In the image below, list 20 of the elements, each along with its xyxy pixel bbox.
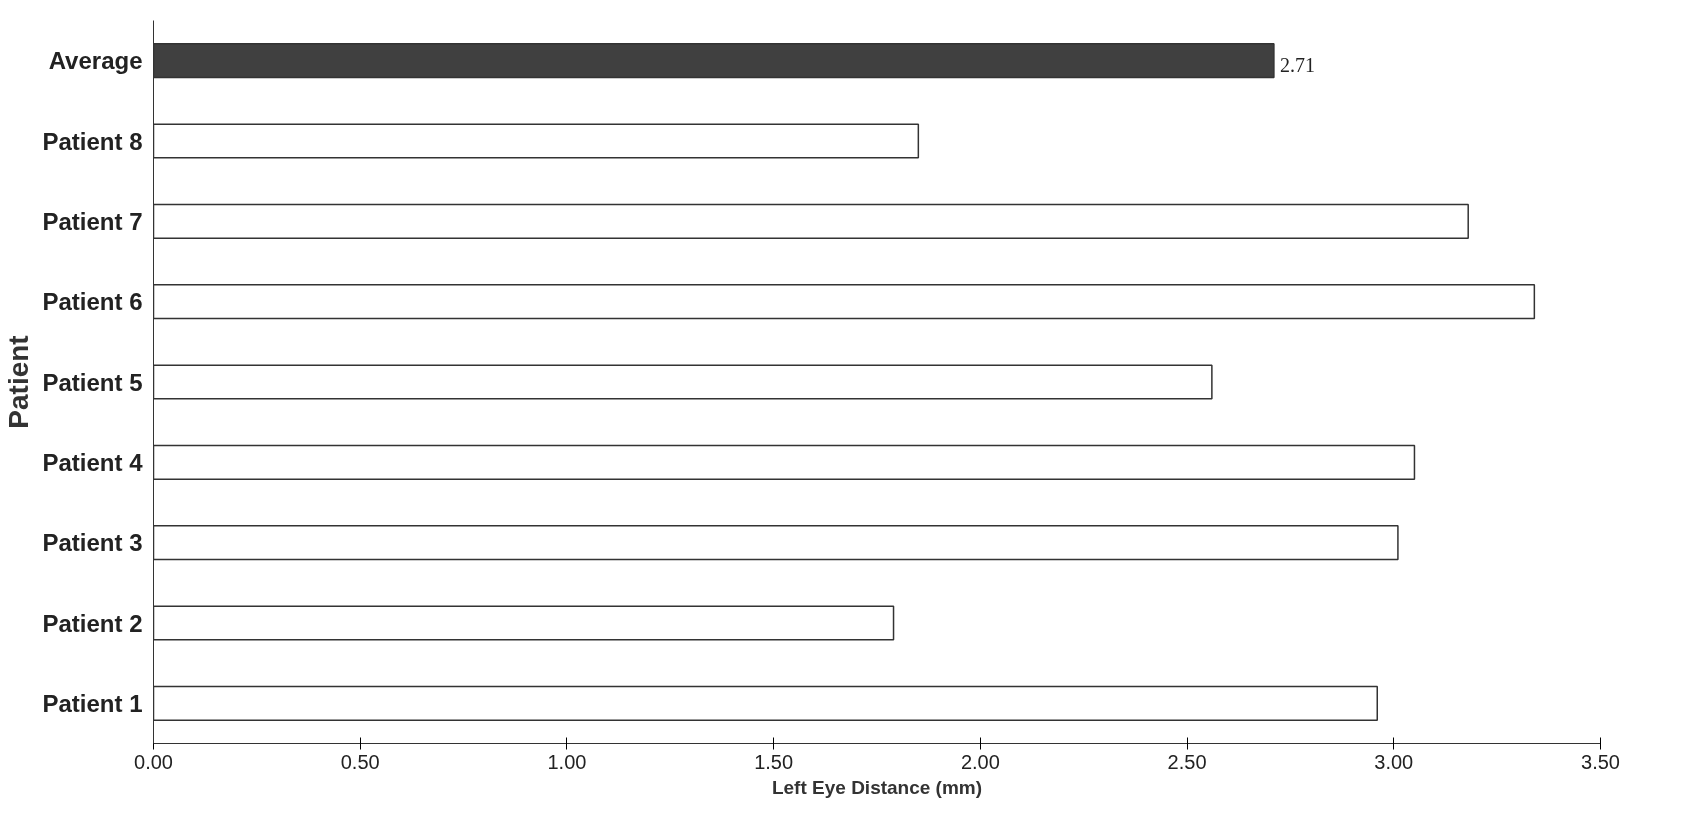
y-tick-label: Average xyxy=(48,47,143,75)
y-tick-label: Patient 5 xyxy=(42,368,143,396)
x-tick-label: 3.00 xyxy=(1374,750,1414,773)
x-tick-label: 0.00 xyxy=(134,750,173,773)
y-tick-label: Patient 3 xyxy=(42,529,143,557)
y-tick-label: Patient 1 xyxy=(42,689,143,717)
y-tick-label: Patient 7 xyxy=(42,207,143,235)
y-tick-label: Patient 6 xyxy=(42,288,143,316)
x-tick-label: 0.50 xyxy=(340,750,380,773)
y-tick-label: Patient 4 xyxy=(42,448,144,476)
x-axis-title: Left Eye Distance (mm) xyxy=(771,776,983,798)
x-tick-label: 3.50 xyxy=(1581,750,1620,773)
y-tick-label: Patient 8 xyxy=(42,127,143,155)
x-tick-label: 2.50 xyxy=(1167,750,1207,773)
y-tick-label: Patient 2 xyxy=(42,609,143,637)
data-label: 2.71 xyxy=(1279,53,1315,76)
x-tick-label: 1.00 xyxy=(547,750,587,773)
y-axis-title: Patient xyxy=(3,335,35,429)
x-tick-label: 1.50 xyxy=(754,750,794,773)
x-tick-label: 2.00 xyxy=(960,750,1000,773)
